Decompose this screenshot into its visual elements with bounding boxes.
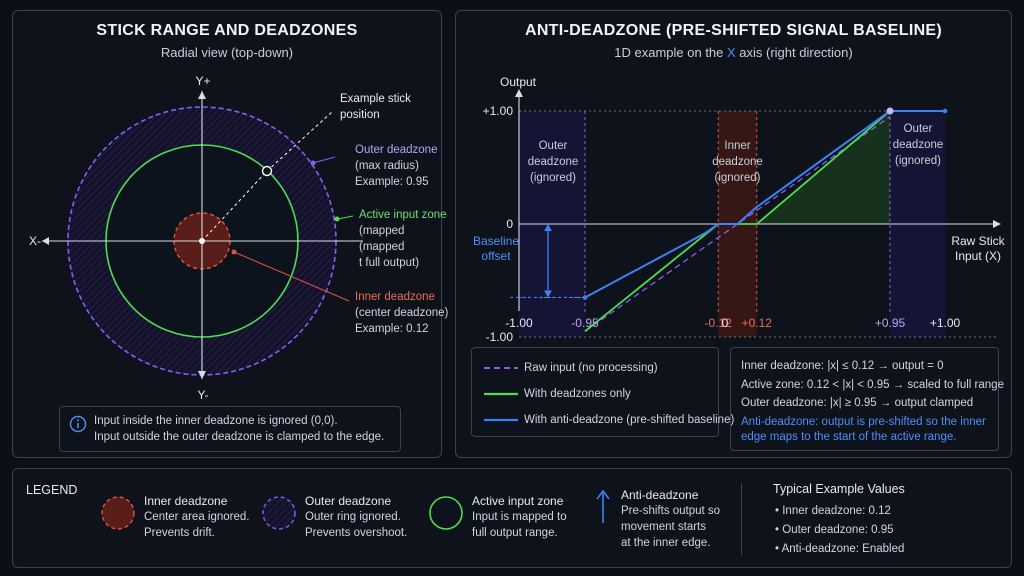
y-minus-label: Y- [198,388,209,402]
x-tick-2: -0.12 [705,316,733,330]
legend-raw-label: Raw input (no processing) [524,362,658,374]
baseline-label-2: offset [481,249,511,263]
outer-left-label-0: Outer [539,140,568,152]
inner-region-label-1: deadzone [712,156,763,168]
x-tick-1: -0.95 [571,316,599,330]
legend-deadzone-label: With deadzones only [524,388,631,400]
typical-values-list: • Inner deadzone: 0.12 • Outer deadzone:… [775,505,905,555]
center-dot [199,238,205,244]
y-tick-0: +1.00 [483,104,514,118]
legend-anti-arrow-icon [596,489,610,523]
y-tick-2: -1.00 [486,330,514,344]
note-anti-1: Anti-deadzone: output is pre-shifted so … [741,415,986,428]
x-tick-0: -1.00 [505,316,533,330]
x-minus-label: X- [29,234,41,248]
y-axis-arrow [515,89,523,97]
outer-right-label-0: Outer [904,123,933,135]
zone-notes-box: Inner deadzone: |x| ≤ 0.12 → output = 0 … [730,347,1004,451]
legend-active-swatch [429,496,463,530]
radial-panel: STICK RANGE AND DEADZONES Radial view (t… [12,10,448,458]
series-line-0 [584,116,891,332]
y-plus-label: Y+ [195,74,210,88]
note-outer: Outer deadzone: |x| ≥ 0.95 → output clam… [741,397,974,409]
anti-title: ANTI-DEADZONE (PRE-SHIFTED SIGNAL BASELI… [524,22,943,39]
legend-item-active: Active input zone Input is mapped to full… [472,494,567,539]
x-tick-3: 0 [722,316,729,330]
x-axis-arrow [993,220,1001,228]
legend-anti-label: With anti-deadzone (pre-shifted baseline… [524,414,735,426]
legend-outer-swatch [262,496,296,530]
info-line-2: Input outside the outer deadzone is clam… [94,431,385,443]
inner-deadzone-label: Inner deadzone (center deadzone) Example: … [355,291,449,335]
baseline-arrow-head-top [544,224,552,231]
radial-title: STICK RANGE AND DEADZONES [96,22,358,39]
outer-right-label-2: (ignored) [895,155,941,167]
baseline-arrow-head-bottom [544,290,552,298]
typical-values-title: Typical Example Values [773,482,905,496]
outer-left-label-1: deadzone [528,156,579,168]
x-tick-5: +0.95 [875,316,906,330]
legend-inner-swatch [101,496,135,530]
example-stick-label: Example stick position [340,93,411,121]
x-axis-label-2: Input (X) [955,249,1001,263]
radial-diagram: Y+ Y- X- [29,74,363,402]
series-point-2-6 [942,108,948,114]
outer-left-label-2: (ignored) [530,172,576,184]
line-legend-box: Raw input (no processing) With deadzones… [471,347,734,437]
legend-title: LEGEND [26,483,78,497]
anti-subtitle: 1D example on the X axis (right directio… [614,45,853,60]
note-active: Active zone: 0.12 < |x| < 0.95 → scaled … [741,378,1004,391]
example-stick-position-marker [261,165,273,177]
outer-right-label-1: deadzone [893,139,944,151]
y-tick-1: 0 [506,217,513,231]
legend-item-anti: Anti-deadzone Pre-shifts output so moveme… [621,488,721,549]
x-axis-label-1: Raw Stick [951,234,1005,248]
x-tick-6: +1.00 [930,316,961,330]
info-icon [69,415,87,433]
note-inner: Inner deadzone: |x| ≤ 0.12 → output = 0 [741,360,944,372]
info-line-1: Input inside the inner deadzone is ignor… [94,415,338,427]
active-zone-label: Active input zone (mapped (mapped t full ou… [359,209,447,269]
radial-subtitle: Radial view (top-down) [160,45,294,60]
legend-divider [741,483,742,555]
legend-item-outer: Outer deadzone Outer ring ignored. Preven… [305,494,408,539]
radial-info-box: Input inside the inner deadzone is ignor… [59,406,401,452]
note-anti-2: edge maps to the start of the active ran… [741,431,957,443]
baseline-label-1: Baseline [473,234,519,248]
inner-region-label-2: (ignored) [714,172,760,184]
outer-deadzone-label: Outer deadzone (max radius) Example: 0.95 [355,144,438,188]
inner-region-label-0: Inner [724,140,750,152]
legend-item-inner: Inner deadzone Center area ignored. Preve… [144,494,250,539]
anti-deadzone-panel: ANTI-DEADZONE (PRE-SHIFTED SIGNAL BASELI… [455,10,1012,458]
bottom-legend-panel: LEGEND Inner deadzone Center area ignore… [12,468,1012,568]
top-corner-point [886,107,894,115]
x-tick-4: +0.12 [742,316,773,330]
y-axis-label: Output [500,75,537,89]
